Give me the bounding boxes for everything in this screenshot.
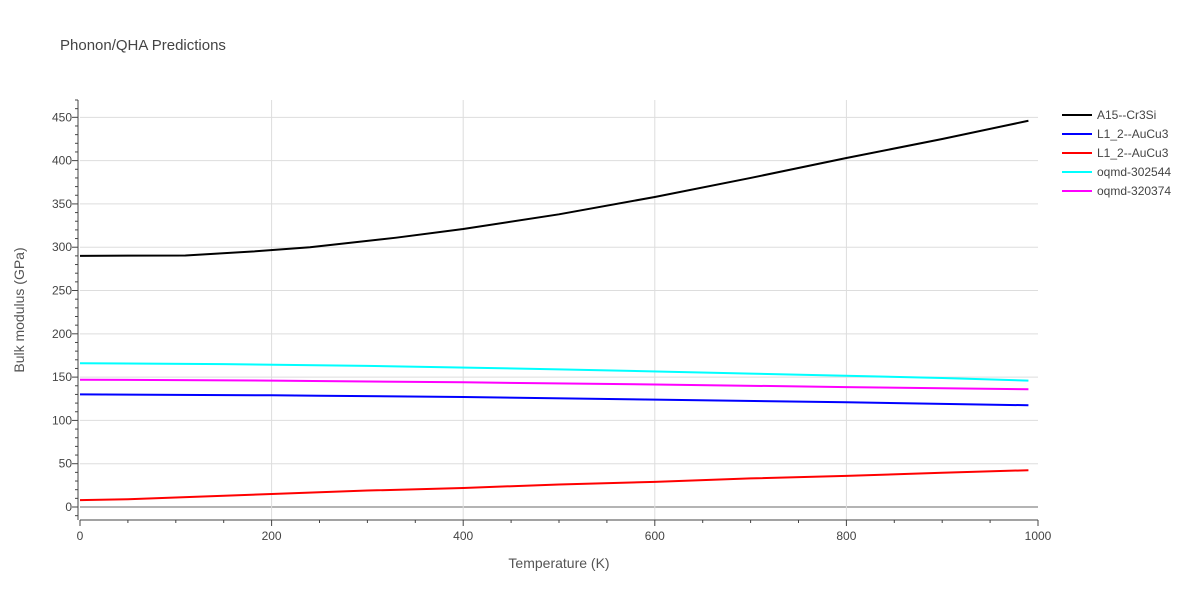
x-axis-label: Temperature (K): [508, 555, 609, 571]
legend-item[interactable]: oqmd-320374: [1062, 184, 1171, 198]
legend-label: oqmd-302544: [1097, 165, 1171, 179]
legend-label: L1_2--AuCu3: [1097, 146, 1169, 160]
series-line[interactable]: [79, 393, 1029, 407]
legend[interactable]: A15--Cr3Si L1_2--AuCu3 L1_2--AuCu3 oqmd-302…: [1062, 108, 1171, 198]
y-tick-label: 100: [52, 413, 72, 427]
x-tick-label: 800: [836, 529, 856, 543]
y-tick-label: 200: [52, 327, 72, 341]
y-axis-label: Bulk modulus (GPa): [11, 247, 27, 372]
chart-title: Phonon/QHA Predictions: [60, 37, 226, 54]
grid: [80, 100, 1038, 520]
legend-label: oqmd-320374: [1097, 184, 1171, 198]
y-tick-label: 50: [59, 457, 73, 471]
x-tick-label: 0: [77, 529, 84, 543]
x-tick-label: 400: [453, 529, 473, 543]
x-tick-label: 600: [645, 529, 665, 543]
y-tick-label: 300: [52, 240, 72, 254]
x-tick-label: 200: [262, 529, 282, 543]
legend-item[interactable]: L1_2--AuCu3: [1062, 127, 1169, 141]
axes: 0 50 100 150 200 250 300 350 400 450 0 200 400 600 800…: [52, 99, 1052, 543]
series-line[interactable]: [79, 119, 1029, 257]
y-tick-label: 450: [52, 110, 72, 124]
y-tick-label: 150: [52, 370, 72, 384]
legend-item[interactable]: oqmd-302544: [1062, 165, 1171, 179]
y-tick-label: 400: [52, 154, 72, 168]
legend-label: L1_2--AuCu3: [1097, 127, 1169, 141]
legend-label: A15--Cr3Si: [1097, 108, 1156, 122]
legend-item[interactable]: A15--Cr3Si: [1062, 108, 1156, 122]
y-tick-label: 250: [52, 284, 72, 298]
x-tick-label: 1000: [1025, 529, 1052, 543]
y-tick-label: 350: [52, 197, 72, 211]
series-line[interactable]: [79, 469, 1029, 502]
series-line[interactable]: [79, 378, 1029, 391]
series-line[interactable]: [79, 362, 1029, 382]
y-tick-label: 0: [65, 500, 72, 514]
series-lines: [79, 119, 1029, 502]
legend-item[interactable]: L1_2--AuCu3: [1062, 146, 1169, 160]
